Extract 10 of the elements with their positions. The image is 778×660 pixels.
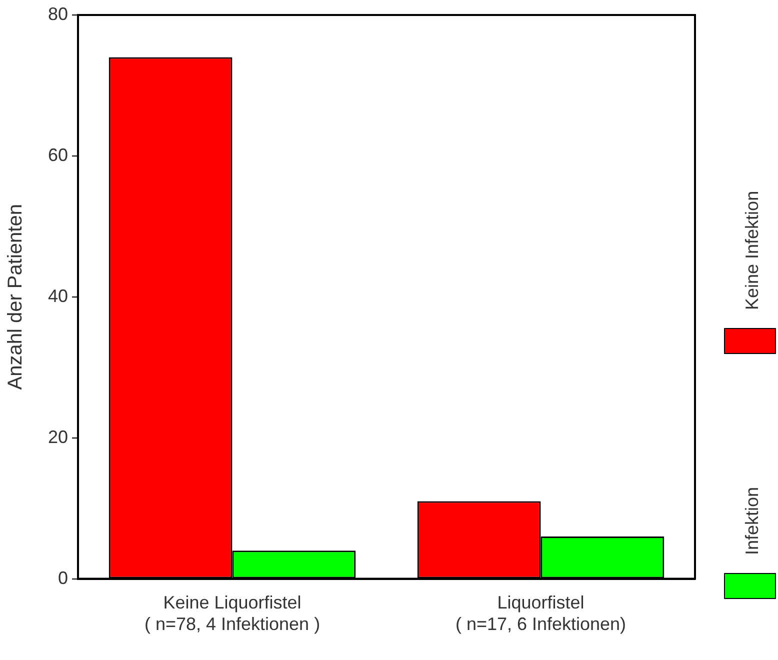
text: Infektion — [742, 486, 763, 555]
y-tick-label: 40 — [48, 286, 68, 306]
y-tick-label: 60 — [48, 144, 68, 165]
text: Keine Infektion — [742, 190, 763, 310]
y-axis-title: Anzahl der Patienten — [4, 204, 27, 390]
y-tick-label: 0 — [58, 568, 68, 588]
x-tick-label: Liquorfistel ( n=17, 6 Infektionen) — [455, 592, 626, 634]
y-tick-label: 80 — [48, 4, 68, 24]
x-tick-label: Keine Liquorfistel ( n=78, 4 Infektionen ) — [144, 592, 320, 634]
y-tick-label: 20 — [48, 426, 68, 447]
